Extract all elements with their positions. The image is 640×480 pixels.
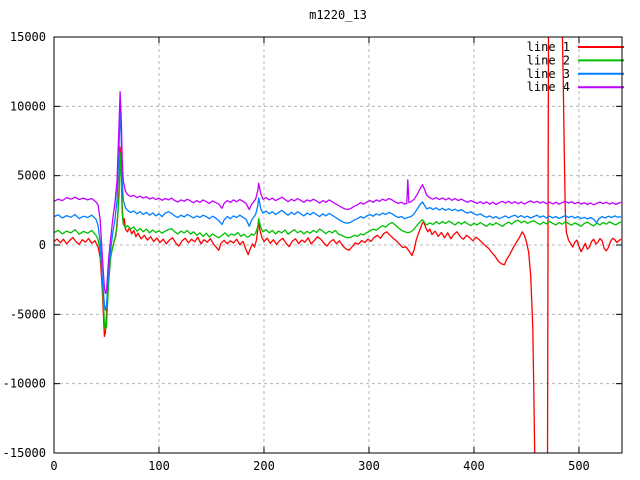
series-line-2 [54,152,622,331]
y-tick-label: -15000 [3,446,46,460]
y-tick-label: 15000 [10,30,46,44]
series-group [54,37,622,453]
plot-border-and-ticks [53,36,623,454]
x-tick-label: 200 [253,459,275,473]
x-tick-label: 400 [463,459,485,473]
y-tick-label: 0 [39,238,46,252]
x-tick-label: 100 [148,459,170,473]
y-tick-label: -10000 [3,377,46,391]
y-tick-label: 10000 [10,99,46,113]
x-tick-label: 500 [568,459,590,473]
grid [54,37,622,453]
x-tick-label: 300 [358,459,380,473]
y-tick-label: -5000 [10,307,46,321]
x-tick-label: 0 [50,459,57,473]
series-line-3 [54,107,622,311]
axis-tick-labels: 0 100 200 300 400 500 -15000 -10000 -5000 0 5000 10… [3,30,590,473]
chart-title: m1220_13 [309,8,367,22]
series-line-4 [54,91,622,295]
y-tick-label: 5000 [17,169,46,183]
